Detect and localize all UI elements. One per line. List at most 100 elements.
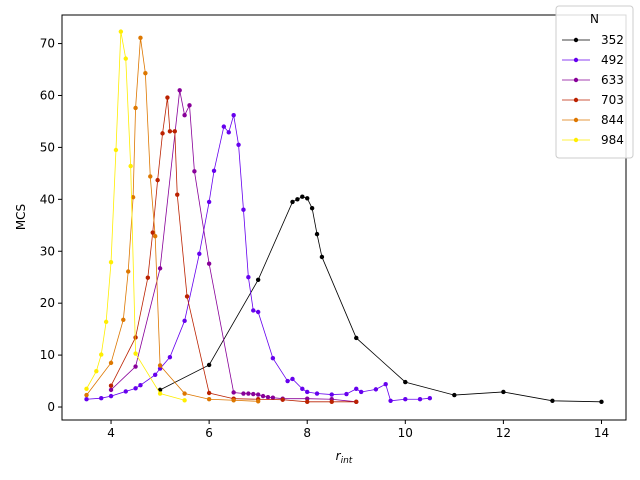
series-line-844: [86, 37, 259, 402]
data-point: [329, 392, 334, 397]
legend-entry-984: 984: [562, 133, 624, 147]
data-point: [255, 392, 261, 397]
data-point: [255, 277, 261, 283]
data-point: [226, 130, 231, 135]
series-layer: [84, 29, 604, 405]
x-tick-label: 8: [303, 426, 311, 440]
y-tick-label: 40: [40, 192, 55, 206]
data-point: [150, 230, 155, 235]
data-point: [206, 397, 212, 402]
data-point: [84, 386, 89, 392]
data-point: [152, 233, 158, 239]
legend-label: 492: [601, 53, 624, 67]
data-point: [108, 393, 114, 399]
data-point: [167, 129, 173, 134]
data-point: [221, 124, 227, 129]
data-point: [241, 207, 246, 212]
x-tick-label: 6: [205, 426, 213, 440]
data-point: [133, 105, 138, 111]
data-point: [157, 391, 163, 396]
data-point: [285, 378, 290, 384]
data-point: [251, 391, 256, 397]
x-axis-label: rint: [336, 449, 353, 466]
legend-entry-492: 492: [562, 53, 624, 67]
data-point: [155, 177, 160, 183]
data-point: [501, 389, 506, 395]
data-point: [206, 261, 212, 266]
data-point: [143, 70, 148, 76]
y-tick-label: 60: [40, 88, 55, 102]
data-point: [403, 397, 408, 402]
legend-entry-352: 352: [562, 33, 624, 47]
data-point: [314, 231, 320, 237]
data-point: [270, 395, 276, 400]
data-point: [123, 56, 128, 61]
x-axis-label-sub: int: [341, 456, 353, 466]
data-point: [126, 269, 131, 274]
data-point: [157, 363, 163, 368]
legend-entries: 352 492 633 703 844 984: [562, 33, 624, 147]
data-point: [329, 399, 334, 405]
data-point: [260, 393, 266, 399]
data-point: [206, 199, 212, 205]
legend-label: 844: [601, 113, 624, 127]
legend-marker: [573, 37, 579, 43]
data-point: [123, 389, 128, 394]
legend-marker: [573, 77, 579, 83]
x-axis-label-main: r: [336, 449, 342, 463]
x-tick-label: 10: [398, 426, 413, 440]
legend-entry-703: 703: [562, 93, 624, 107]
y-tick-label: 0: [47, 400, 55, 414]
legend-marker: [573, 57, 579, 63]
data-point: [231, 398, 236, 403]
data-point: [373, 387, 379, 392]
data-point: [265, 394, 271, 400]
data-point: [280, 397, 285, 402]
data-point: [113, 147, 119, 153]
data-point: [121, 317, 126, 322]
data-point: [160, 131, 165, 136]
x-tick-label: 12: [496, 426, 511, 440]
data-point: [177, 88, 182, 93]
data-point: [255, 309, 261, 315]
data-point: [133, 335, 138, 340]
legend-label: 984: [601, 133, 624, 147]
legend-entry-844: 844: [562, 113, 624, 127]
data-point: [255, 399, 261, 404]
data-point: [138, 383, 143, 388]
data-point: [599, 399, 604, 405]
data-point: [354, 386, 359, 392]
legend: N 352 492 633 703 844 984: [555, 5, 634, 159]
data-point: [305, 399, 310, 405]
data-point: [314, 391, 320, 396]
data-point: [118, 29, 124, 34]
data-point: [290, 376, 295, 382]
data-point: [99, 395, 104, 401]
data-point: [192, 169, 197, 174]
data-point: [108, 383, 114, 388]
series-line-703: [110, 97, 357, 403]
data-point: [427, 395, 433, 401]
data-point: [108, 387, 114, 393]
data-point: [128, 163, 133, 169]
series-844: [84, 35, 261, 404]
data-point: [148, 174, 153, 179]
data-point: [157, 366, 163, 371]
series-line-984: [86, 31, 185, 401]
data-point: [187, 103, 192, 108]
data-point: [206, 362, 212, 368]
series-352: [157, 194, 604, 405]
data-point: [211, 168, 217, 173]
data-point: [305, 389, 310, 395]
data-point: [84, 392, 89, 398]
data-point: [231, 390, 236, 395]
legend-marker: [573, 117, 579, 123]
x-tick-label: 4: [107, 426, 115, 440]
data-point: [184, 294, 190, 299]
data-point: [290, 199, 295, 205]
data-point: [108, 259, 114, 265]
data-point: [246, 391, 251, 396]
series-line-352: [159, 196, 602, 403]
data-point: [197, 251, 202, 257]
data-point: [417, 397, 423, 402]
